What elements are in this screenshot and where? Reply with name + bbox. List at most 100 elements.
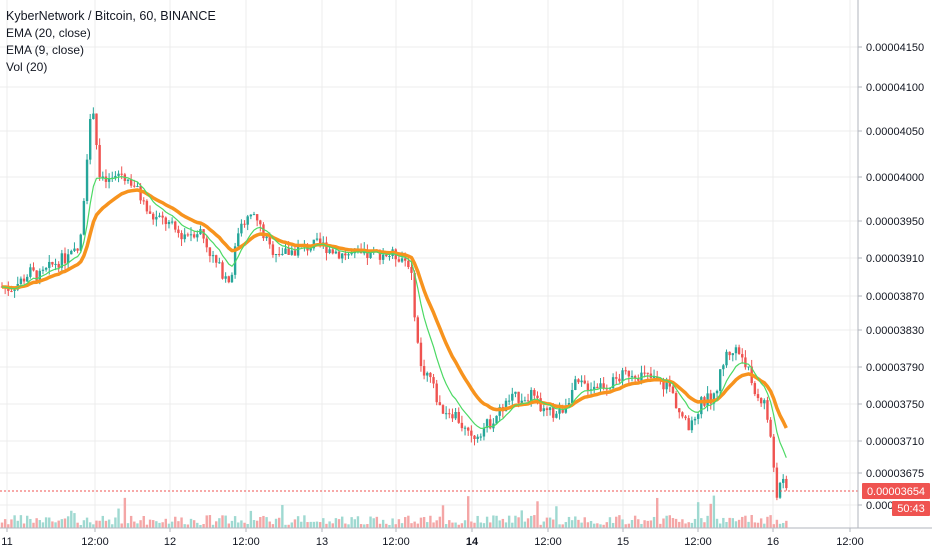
- volume-bar: [438, 516, 442, 528]
- volume-legend[interactable]: Vol (20): [6, 60, 48, 74]
- volume-bar: [492, 515, 495, 528]
- volume-bar: [262, 515, 265, 528]
- candle: [586, 380, 590, 397]
- volume-bar: [621, 519, 624, 528]
- volume-bar: [495, 515, 498, 528]
- volume-bar: [155, 521, 158, 528]
- volume-bar: [479, 522, 482, 528]
- candle: [117, 170, 120, 183]
- candle: [410, 261, 413, 280]
- volume-bar: [227, 523, 230, 528]
- candle: [570, 382, 574, 404]
- volume-bar: [700, 518, 703, 528]
- volume-bar: [485, 516, 489, 528]
- volume-bar: [29, 518, 32, 528]
- volume-bar: [583, 517, 586, 528]
- volume-bar: [511, 522, 514, 528]
- candle: [725, 349, 728, 368]
- volume-bar: [747, 521, 750, 528]
- volume-bar: [397, 519, 401, 528]
- volume-bar: [246, 523, 249, 528]
- volume-bar: [366, 524, 369, 528]
- volume-bar: [712, 495, 716, 528]
- time-tick-label: 12:00: [534, 536, 562, 548]
- candle: [621, 367, 624, 387]
- volume-bar: [306, 522, 309, 528]
- candle: [599, 378, 602, 393]
- candle: [259, 219, 262, 232]
- ema9-legend[interactable]: EMA (9, close): [6, 43, 85, 57]
- candle: [170, 217, 174, 225]
- volume-bar: [230, 520, 234, 528]
- candle: [448, 408, 451, 419]
- volume-bar: [681, 519, 684, 528]
- candle: [706, 386, 709, 412]
- volume-bar: [104, 520, 108, 528]
- volume-bar: [756, 522, 760, 528]
- candle: [526, 393, 530, 402]
- volume-bar: [766, 516, 769, 528]
- volume-bar: [715, 518, 719, 528]
- candle: [76, 248, 79, 254]
- volume-bar: [533, 515, 536, 528]
- volume-bar: [284, 524, 287, 528]
- candle: [476, 434, 479, 443]
- volume-bar: [633, 515, 637, 528]
- candle: [82, 198, 86, 236]
- candle: [158, 212, 161, 218]
- candle: [473, 434, 476, 446]
- volume-bar: [451, 522, 454, 528]
- volume-bar: [649, 520, 653, 528]
- volume-bar: [331, 523, 334, 528]
- volume-bar: [369, 516, 372, 528]
- candle: [583, 375, 586, 385]
- candle: [167, 219, 171, 229]
- candle: [70, 249, 73, 255]
- volume-bar: [205, 515, 208, 528]
- volume-bar: [249, 510, 253, 528]
- volume-bar: [432, 522, 435, 528]
- price-tick-label: 0.00004000: [866, 172, 924, 184]
- candle: [693, 416, 697, 426]
- volume-bar: [274, 518, 278, 528]
- candle: [454, 407, 457, 421]
- candle: [618, 373, 621, 383]
- ema9-line: [1, 176, 787, 458]
- candle: [700, 395, 703, 419]
- candle: [290, 245, 293, 256]
- volume-bar: [630, 520, 634, 528]
- candle: [696, 411, 700, 425]
- candle: [101, 171, 104, 181]
- candle: [438, 395, 442, 406]
- volume-bar: [322, 518, 325, 528]
- volume-bar: [341, 516, 344, 528]
- ema20-legend[interactable]: EMA (20, close): [6, 26, 91, 40]
- candle: [668, 375, 671, 393]
- volume-bar: [615, 516, 618, 528]
- volume-bar: [665, 515, 668, 528]
- candle: [444, 406, 448, 420]
- candle: [224, 272, 227, 283]
- candle: [772, 433, 775, 473]
- volume-bar: [133, 521, 136, 528]
- volume-bar: [35, 518, 38, 528]
- candle: [507, 394, 511, 405]
- price-tick-label: 0.00003950: [866, 216, 924, 228]
- volume-bar: [19, 515, 23, 528]
- volume-bar: [180, 517, 183, 528]
- volume-bar: [265, 517, 268, 528]
- price-tick-label: 0.00003870: [866, 291, 924, 303]
- last-price-badge: 0.00003654 50:43: [862, 483, 930, 516]
- volume-bar: [567, 516, 571, 528]
- volume-bar: [593, 523, 596, 528]
- volume-bar: [145, 524, 149, 528]
- price-tick-label: 0.00004100: [866, 82, 924, 94]
- candle: [624, 366, 627, 375]
- candle: [467, 426, 470, 436]
- candle: [429, 372, 432, 383]
- symbol-title: KyberNetwork / Bitcoin, 60, BINANCE: [6, 9, 216, 23]
- candle: [520, 393, 523, 405]
- volume-bar: [38, 520, 41, 528]
- candle: [126, 179, 130, 184]
